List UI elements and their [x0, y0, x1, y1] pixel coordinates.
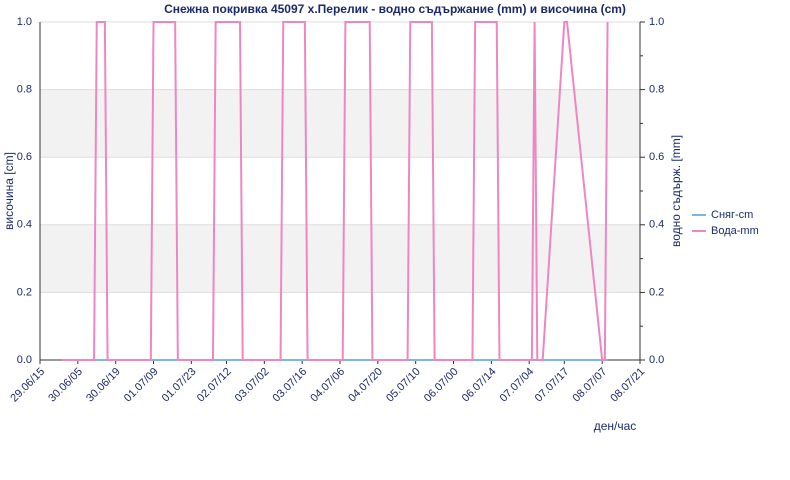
x-tick-label: 07.07/04: [498, 366, 537, 405]
x-tick-label: 08.07/07: [571, 366, 610, 405]
y2-tick-label: 0.4: [649, 219, 664, 231]
x-tick-label: 07.07/17: [533, 366, 572, 405]
x-tick-label: 04.07/06: [308, 366, 347, 405]
legend-label: Вода-mm: [711, 225, 759, 237]
y-tick-label: 0.0: [17, 354, 32, 366]
x-tick-label: 02.07/12: [195, 366, 234, 405]
y-axis-label: височина [cm]: [2, 152, 16, 230]
y-tick-label: 0.8: [17, 84, 32, 96]
x-tick-label: 29.06/15: [8, 366, 47, 405]
y2-tick-label: 0.0: [649, 354, 664, 366]
x-tick-label: 05.07/10: [384, 366, 423, 405]
x-axis-label: ден/час: [594, 419, 637, 433]
y2-tick-label: 1.0: [649, 16, 664, 28]
x-tick-label: 01.07/23: [160, 366, 199, 405]
x-tick-label: 30.06/19: [84, 366, 123, 405]
y-tick-label: 0.4: [17, 219, 32, 231]
x-tick-label: 03.07/02: [233, 366, 272, 405]
x-tick-label: 06.07/00: [422, 366, 461, 405]
y-tick-label: 0.2: [17, 286, 32, 298]
grid-band: [40, 224, 640, 293]
x-tick-label: 03.07/16: [271, 366, 310, 405]
y2-tick-label: 0.2: [649, 286, 664, 298]
y2-tick-label: 0.8: [649, 84, 664, 96]
chart-title: Снежна покривка 45097 х.Перелик - водно …: [164, 2, 626, 16]
y-tick-label: 0.6: [17, 151, 32, 163]
x-tick-label: 04.07/20: [346, 366, 385, 405]
x-tick-label: 01.07/09: [122, 366, 161, 405]
x-tick-label: 06.07/14: [460, 366, 499, 405]
y-tick-label: 1.0: [17, 16, 32, 28]
x-tick-label: 08.07/21: [608, 366, 647, 405]
y2-tick-label: 0.6: [649, 151, 664, 163]
series-line: [61, 21, 609, 361]
y2-axis-label: водно съдърж. [mm]: [669, 135, 683, 247]
x-tick-label: 30.06/05: [46, 366, 85, 405]
grid-band: [40, 89, 640, 158]
legend-label: Сняг-cm: [711, 209, 753, 221]
